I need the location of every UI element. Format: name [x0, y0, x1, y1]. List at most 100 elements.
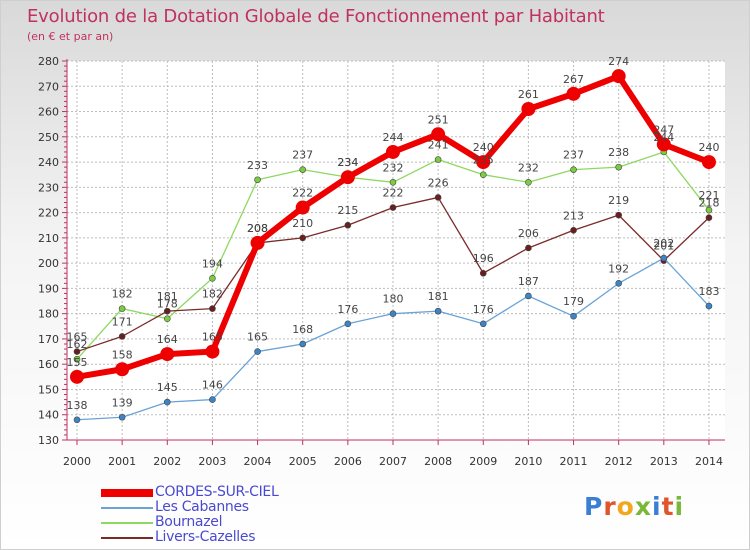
data-point-livers-cazelles	[525, 244, 532, 252]
data-label-cordes-sur-ciel: 247	[653, 123, 674, 136]
data-point-livers-cazelles	[209, 305, 216, 312]
logo-letter: i	[674, 492, 685, 521]
data-label-cordes-sur-ciel: 208	[247, 222, 268, 235]
x-tick-label: 2012	[605, 455, 633, 468]
y-tick-label: 170	[38, 333, 59, 346]
legend-swatch	[101, 522, 153, 524]
data-point-cordes-sur-ciel	[701, 155, 716, 170]
data-label-cordes-sur-ciel: 155	[67, 356, 88, 369]
data-label-cordes-sur-ciel: 251	[428, 113, 449, 126]
data-point-cordes-sur-ciel	[250, 235, 265, 250]
y-tick-label: 210	[38, 232, 59, 245]
data-label-les-cabannes: 183	[698, 285, 719, 298]
logo-letter: o	[616, 492, 635, 521]
data-point-bournazel	[525, 178, 532, 186]
data-point-bournazel	[118, 305, 126, 312]
data-label-bournazel: 221	[698, 189, 719, 202]
y-tick-label: 240	[38, 156, 59, 169]
data-point-cordes-sur-ciel	[656, 137, 671, 152]
data-point-les-cabannes	[209, 396, 216, 403]
data-label-les-cabannes: 187	[518, 275, 539, 288]
data-point-les-cabannes	[299, 340, 307, 348]
data-label-bournazel: 237	[292, 149, 313, 162]
x-tick-label: 2000	[63, 455, 91, 468]
legend-label: CORDES-SUR-CIEL	[155, 484, 279, 500]
data-label-livers-cazelles: 222	[382, 187, 403, 200]
x-tick-label: 2004	[244, 455, 272, 468]
y-tick-label: 220	[38, 207, 59, 220]
proxiti-logo: Proxiti	[584, 492, 684, 521]
data-label-cordes-sur-ciel: 267	[563, 73, 584, 86]
y-tick-label: 140	[38, 409, 59, 422]
data-point-les-cabannes	[163, 398, 171, 406]
x-tick-label: 2005	[289, 455, 317, 468]
logo-letter: r	[603, 492, 617, 521]
data-label-bournazel: 232	[382, 161, 403, 174]
y-tick-label: 230	[38, 181, 59, 194]
data-point-bournazel	[434, 156, 442, 163]
data-label-bournazel: 235	[473, 154, 494, 167]
data-label-livers-cazelles: 219	[608, 194, 629, 207]
logo-letter: P	[584, 492, 604, 521]
data-point-bournazel	[163, 315, 171, 323]
data-label-cordes-sur-ciel: 240	[473, 141, 494, 154]
data-point-bournazel	[254, 176, 261, 184]
data-label-cordes-sur-ciel: 165	[202, 331, 223, 344]
data-point-les-cabannes	[479, 320, 487, 328]
data-point-bournazel	[570, 166, 577, 173]
data-label-les-cabannes: 139	[112, 396, 133, 409]
data-point-livers-cazelles	[479, 269, 487, 277]
data-point-cordes-sur-ciel	[566, 86, 581, 101]
data-label-les-cabannes: 202	[653, 237, 674, 250]
legend-swatch	[101, 537, 153, 539]
data-label-livers-cazelles: 201	[653, 240, 674, 253]
data-label-livers-cazelles: 196	[473, 252, 494, 265]
data-label-les-cabannes: 138	[67, 399, 88, 412]
data-label-livers-cazelles: 182	[202, 288, 223, 301]
data-point-les-cabannes	[525, 292, 532, 300]
legend-label: Livers-Cazelles	[155, 529, 256, 545]
data-label-les-cabannes: 168	[292, 323, 313, 336]
x-tick-label: 2014	[695, 455, 723, 468]
data-label-livers-cazelles: 181	[157, 290, 178, 303]
y-tick-label: 180	[38, 308, 59, 321]
data-point-livers-cazelles	[705, 214, 713, 221]
x-tick-label: 2011	[560, 455, 588, 468]
data-label-livers-cazelles: 208	[247, 222, 268, 235]
data-point-les-cabannes	[660, 254, 668, 262]
data-point-bournazel	[479, 171, 487, 178]
x-tick-label: 2001	[108, 455, 136, 468]
data-label-bournazel: 241	[428, 139, 449, 152]
legend-swatch	[101, 489, 153, 497]
data-label-livers-cazelles: 226	[428, 176, 449, 189]
data-point-cordes-sur-ciel	[205, 344, 220, 359]
data-label-livers-cazelles: 210	[292, 217, 313, 230]
data-point-bournazel	[705, 206, 713, 214]
logo-letter: i	[652, 492, 662, 521]
x-tick-label: 2006	[334, 455, 362, 468]
data-label-cordes-sur-ciel: 164	[157, 333, 178, 346]
data-label-les-cabannes: 146	[202, 379, 223, 392]
data-label-les-cabannes: 180	[382, 293, 403, 306]
data-label-cordes-sur-ciel: 244	[382, 131, 403, 144]
data-label-livers-cazelles: 165	[67, 331, 88, 344]
data-point-les-cabannes	[434, 307, 442, 315]
data-label-bournazel: 237	[563, 149, 584, 162]
legend-label: Les Cabannes	[155, 499, 249, 515]
data-label-les-cabannes: 192	[608, 262, 629, 275]
data-point-les-cabannes	[615, 280, 622, 287]
data-point-cordes-sur-ciel	[340, 170, 355, 185]
data-label-bournazel: 178	[157, 298, 178, 311]
data-point-cordes-sur-ciel	[521, 102, 536, 117]
data-point-cordes-sur-ciel	[70, 369, 84, 384]
data-point-cordes-sur-ciel	[385, 144, 400, 159]
plot-area	[67, 61, 725, 440]
y-tick-label: 280	[38, 55, 59, 68]
data-label-les-cabannes: 181	[428, 290, 449, 303]
data-label-bournazel: 234	[337, 156, 358, 169]
data-label-bournazel: 233	[247, 159, 268, 172]
x-tick-label: 2009	[469, 455, 497, 468]
data-point-cordes-sur-ciel	[115, 362, 130, 377]
data-point-livers-cazelles	[163, 307, 171, 315]
